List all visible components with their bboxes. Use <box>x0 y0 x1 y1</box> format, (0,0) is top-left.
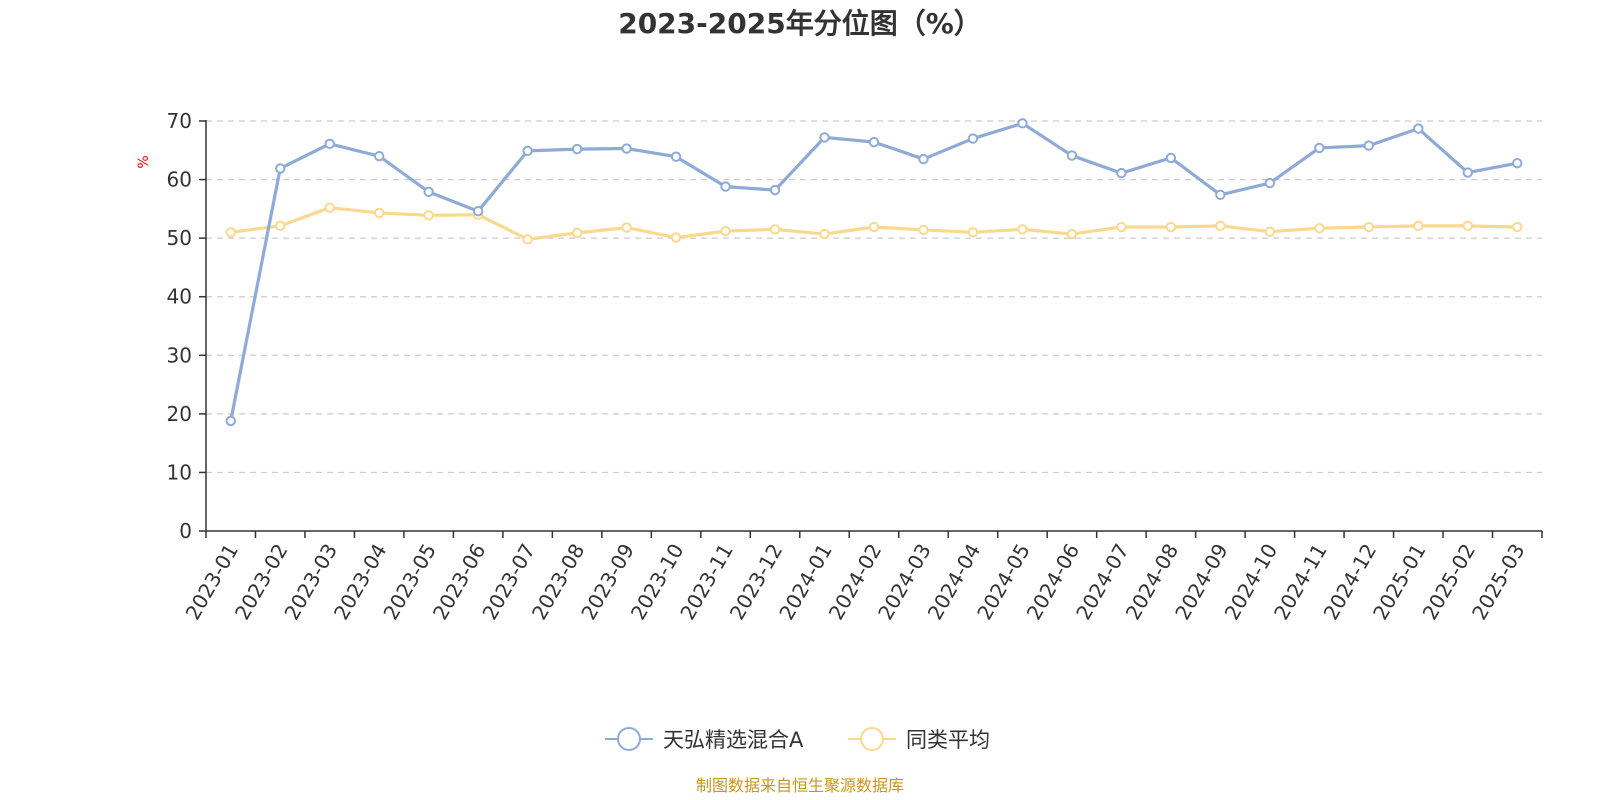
data-point <box>1314 222 1325 234</box>
data-point <box>423 210 434 221</box>
chart-title: 2023-2025年分位图（%） <box>618 7 982 40</box>
data-point <box>1165 152 1177 164</box>
source-note: 制图数据来自恒生聚源数据库 <box>696 776 904 795</box>
data-point <box>769 184 781 196</box>
data-point <box>275 220 286 232</box>
y-tick-label: 70 <box>167 109 192 133</box>
y-tick-label: 0 <box>179 519 192 543</box>
data-point <box>373 207 385 219</box>
data-point <box>1512 221 1523 233</box>
data-point <box>275 163 286 174</box>
data-point <box>571 143 583 155</box>
data-point <box>225 415 236 427</box>
legend-marker <box>860 727 884 751</box>
y-tick-label: 60 <box>167 168 192 192</box>
data-point <box>1413 220 1424 232</box>
data-point <box>670 232 682 243</box>
data-point <box>1215 189 1226 201</box>
series-lines <box>225 118 1523 427</box>
data-point <box>1215 220 1226 232</box>
data-point <box>1116 221 1127 233</box>
data-point <box>1363 140 1375 151</box>
data-point <box>1363 221 1375 233</box>
data-point <box>522 234 533 245</box>
data-point <box>1512 157 1523 169</box>
data-point <box>918 224 929 236</box>
data-point <box>1413 123 1424 134</box>
data-point <box>868 221 880 233</box>
data-point <box>373 150 385 162</box>
data-point <box>967 227 979 238</box>
y-tick-label: 20 <box>167 402 192 426</box>
data-point <box>324 138 335 150</box>
data-point <box>522 145 533 157</box>
legend-label: 天弘精选混合A <box>663 728 804 752</box>
grid-lines <box>206 120 1542 474</box>
data-point <box>1116 167 1127 179</box>
data-point <box>621 143 632 154</box>
data-point <box>868 136 880 148</box>
data-point <box>1165 221 1177 233</box>
data-point <box>423 186 434 198</box>
data-point <box>819 132 830 143</box>
y-tick-label: 30 <box>167 343 192 367</box>
data-point <box>720 181 731 192</box>
data-point <box>967 133 979 144</box>
data-point <box>1066 228 1078 240</box>
data-point <box>1066 150 1078 161</box>
data-point <box>1264 177 1276 189</box>
legend: 天弘精选混合A 同类平均 <box>605 727 990 752</box>
data-point <box>1264 226 1276 237</box>
legend-label: 同类平均 <box>906 728 990 752</box>
data-point <box>472 206 484 217</box>
data-point <box>1017 224 1028 235</box>
data-point <box>1462 167 1473 178</box>
data-point <box>571 227 583 239</box>
data-point <box>1017 118 1028 129</box>
data-point <box>324 202 335 213</box>
data-point <box>720 225 731 237</box>
legend-marker <box>617 727 641 751</box>
data-point <box>621 222 632 233</box>
data-point <box>769 224 781 235</box>
y-axis-label: % <box>136 155 152 168</box>
data-point <box>819 228 830 240</box>
series-line <box>229 121 1518 422</box>
y-tick-label: 40 <box>167 285 192 309</box>
y-tick-label: 10 <box>167 460 192 484</box>
data-point <box>1314 142 1325 154</box>
axes: 0102030405060702023-012023-022023-032023… <box>167 109 1543 624</box>
data-point <box>918 153 929 165</box>
data-point <box>225 227 236 238</box>
data-point <box>670 151 682 162</box>
data-point <box>1462 220 1473 232</box>
y-tick-label: 50 <box>167 226 192 250</box>
